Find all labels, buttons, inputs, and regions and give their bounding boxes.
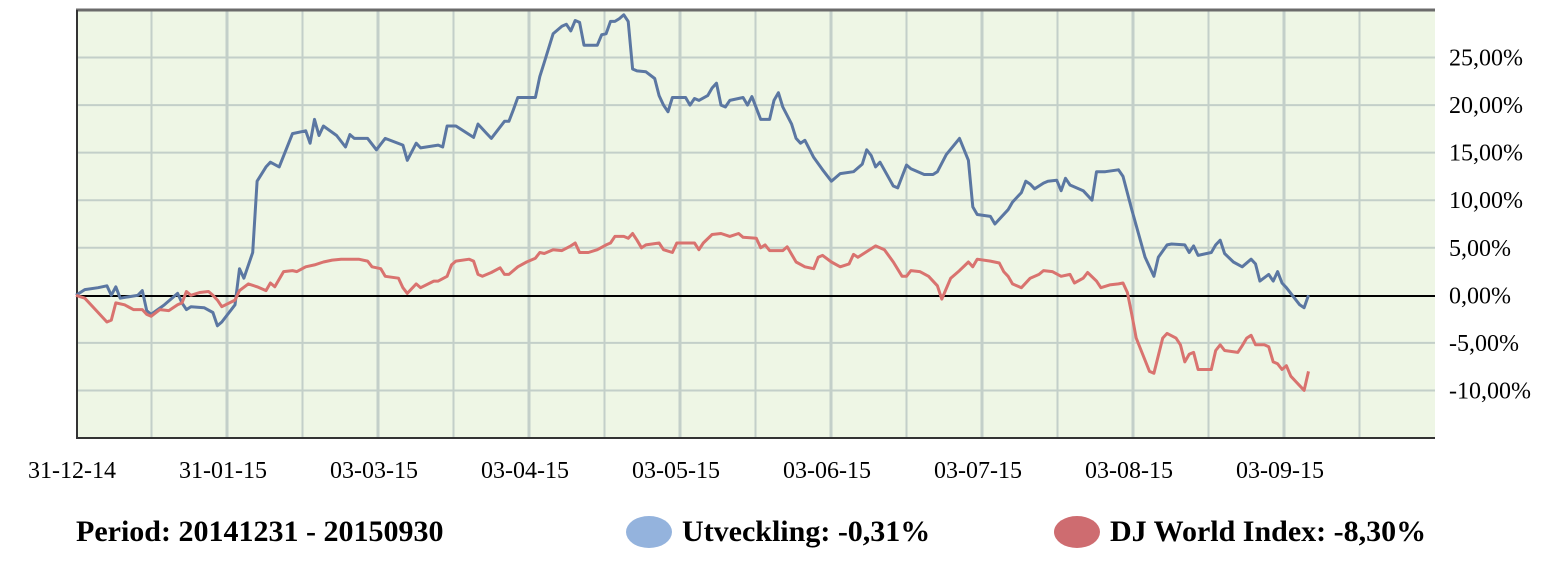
y-tick-label: 25,00%	[1449, 46, 1523, 72]
series-line-dj-world-index	[75, 232, 1310, 392]
x-tick-label: 03-08-15	[1085, 458, 1173, 484]
y-tick-label: -10,00%	[1449, 378, 1531, 404]
legend-label-dj-world-index: DJ World Index: -8,30%	[1110, 515, 1427, 548]
x-tick-label: 03-05-15	[632, 458, 720, 484]
y-tick-label: 15,00%	[1449, 141, 1523, 167]
legend-item-utveckling: Utveckling: -0,31%	[626, 510, 930, 554]
legend-swatch-dj-world-index	[1054, 516, 1100, 548]
y-tick-label: 10,00%	[1449, 188, 1523, 214]
period-label: Period: 20141231 - 20150930	[76, 515, 444, 548]
legend-label-utveckling: Utveckling: -0,31%	[682, 515, 931, 548]
x-axis-tick-labels: 31-12-14 31-01-15 03-03-15 03-04-15 03-05-15…	[28, 458, 1324, 484]
y-tick-label: 5,00%	[1449, 236, 1511, 262]
footer-period: Period: 20141231 - 20150930	[76, 510, 443, 554]
x-tick-label: 03-04-15	[481, 458, 569, 484]
y-axis-tick-labels: 25,00% 20,00% 15,00% 10,00% 5,00% 0,00% -5,00%…	[1449, 46, 1531, 405]
y-tick-label: -5,00%	[1449, 331, 1519, 357]
series-layer	[75, 13, 1310, 392]
legend-swatch-utveckling	[626, 516, 672, 548]
y-tick-label: 20,00%	[1449, 93, 1523, 119]
x-tick-label: 31-12-14	[28, 458, 116, 484]
axis-lines	[76, 8, 1435, 439]
legend-item-dj-world-index: DJ World Index: -8,30%	[1054, 510, 1426, 554]
line-chart: 25,00% 20,00% 15,00% 10,00% 5,00% 0,00% -5,00%…	[28, 8, 1531, 484]
x-tick-label: 31-01-15	[179, 458, 267, 484]
x-tick-label: 03-07-15	[934, 458, 1022, 484]
x-tick-label: 03-03-15	[330, 458, 418, 484]
x-tick-label: 03-06-15	[783, 458, 871, 484]
grid	[76, 10, 1435, 438]
series-line-utveckling	[75, 13, 1310, 328]
x-tick-label: 03-09-15	[1236, 458, 1324, 484]
y-tick-label: 0,00%	[1449, 283, 1511, 309]
